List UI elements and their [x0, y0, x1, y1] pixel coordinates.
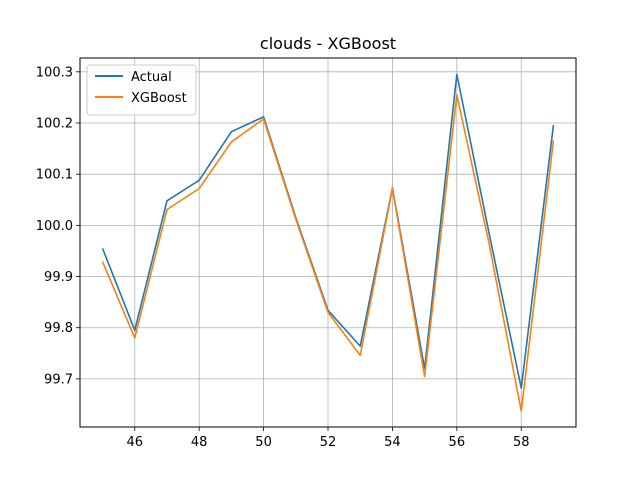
series-line-xgboost [101, 94, 555, 412]
legend-label-xgboost: XGBoost [131, 91, 187, 106]
y-tick-label-5: 100.2 [36, 116, 73, 131]
x-tick-label-58: 58 [513, 435, 530, 450]
y-tick-label-4: 100.1 [36, 168, 73, 183]
x-tick-label-46: 46 [126, 435, 143, 450]
y-tick-label-2: 99.9 [44, 270, 73, 285]
x-tick-label-50: 50 [255, 435, 272, 450]
legend-box [86, 64, 197, 116]
x-tick-label-56: 56 [449, 435, 466, 450]
y-tick-label-0: 99.7 [44, 372, 73, 387]
y-tick-label-3: 100.0 [36, 219, 73, 234]
legend: Actual XGBoost [86, 64, 197, 116]
legend-label-actual: Actual [131, 70, 172, 85]
x-tick-label-54: 54 [384, 435, 401, 450]
x-tick-label-48: 48 [191, 435, 208, 450]
grid-lines [80, 58, 576, 427]
y-tick-label-6: 100.3 [36, 65, 73, 80]
axis-ticks: 46 48 50 52 54 56 58 99.7 99.8 99.9 100.0 100.1 100.… [36, 65, 530, 450]
x-tick-label-52: 52 [320, 435, 337, 450]
series-lines [101, 73, 555, 412]
y-tick-label-1: 99.8 [44, 321, 73, 336]
chart-title: clouds - XGBoost [260, 34, 396, 53]
